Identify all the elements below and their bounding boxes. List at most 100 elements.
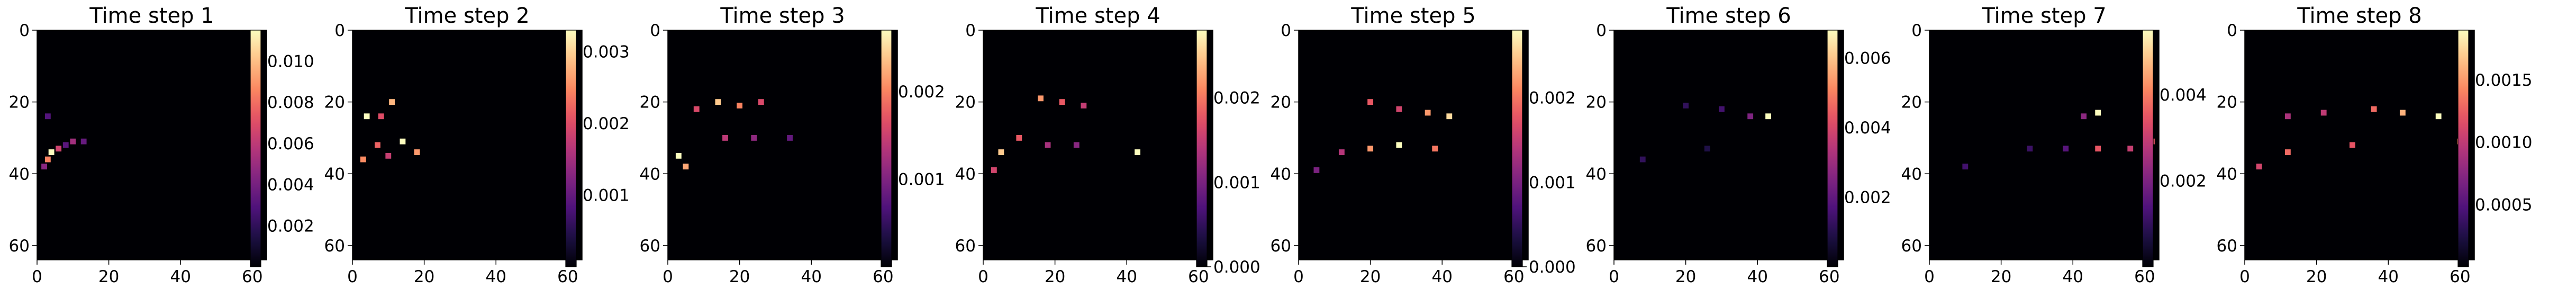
x-tick-label: 20 <box>1991 267 2011 286</box>
heatmap-cell-1 <box>48 149 55 155</box>
colorbar-tick-label: 0.001 <box>583 186 630 205</box>
heatmap-cell-1 <box>364 113 370 120</box>
heatmap-cell-4 <box>1683 102 1689 109</box>
panel-title: Time step 6 <box>1666 4 1791 28</box>
heatmap-cell-2 <box>1747 113 1754 120</box>
heatmap-cell-3 <box>56 146 62 152</box>
y-tick-label: 60 <box>955 237 976 256</box>
heatmap-cell-7 <box>2284 149 2291 155</box>
panel-title: Time step 7 <box>1981 4 2106 28</box>
heatmap-cell-7 <box>722 135 728 141</box>
heatmap-cell-5 <box>2320 110 2327 116</box>
heatmap-cell-1 <box>715 99 721 105</box>
heatmap-cell-2 <box>1396 106 1402 112</box>
heatmap-image <box>352 30 582 260</box>
colorbar-tick-label: 0.000 <box>1213 258 1260 277</box>
y-tick-label: 0 <box>1281 21 1291 40</box>
heatmap-cell-2 <box>44 156 51 162</box>
colorbar-tick-label: 0.0015 <box>2475 71 2532 90</box>
y-tick-label: 60 <box>2217 237 2237 256</box>
y-tick-label: 20 <box>1901 93 1922 112</box>
panel-title: Time step 5 <box>1350 4 1475 28</box>
x-tick-label: 60 <box>2134 267 2155 286</box>
heatmap-cell-7 <box>1073 142 1080 148</box>
colorbar-tick-label: 0.001 <box>1213 173 1260 192</box>
axes-frame <box>983 30 1213 260</box>
colorbar <box>1511 30 1523 267</box>
heatmap-cell-4 <box>675 152 682 159</box>
y-tick-label: 20 <box>9 93 30 112</box>
colorbar-tick-label: 0.010 <box>267 52 314 71</box>
y-tick-label: 40 <box>1901 165 1922 184</box>
heatmap-cell-9 <box>787 135 793 141</box>
y-tick-label: 40 <box>1586 165 1607 184</box>
y-tick-label: 40 <box>324 165 345 184</box>
heatmap-cell-1 <box>2095 110 2101 116</box>
heatmap-cell-3 <box>1719 106 1725 112</box>
x-tick-label: 20 <box>1675 267 1696 286</box>
heatmap-image <box>1299 30 1528 260</box>
axes-frame <box>1929 30 2160 260</box>
colorbar <box>2457 30 2469 267</box>
y-tick-label: 20 <box>1586 93 1607 112</box>
colorbar-tick-label: 0.000 <box>1529 258 1576 277</box>
heatmap-cell-7 <box>2027 146 2033 152</box>
x-tick-label: 20 <box>2306 267 2327 286</box>
y-tick-label: 0 <box>2227 21 2237 40</box>
y-tick-label: 0 <box>650 21 660 40</box>
x-tick-label: 20 <box>414 267 434 286</box>
heatmap-cell-8 <box>1135 149 1141 155</box>
colorbar-tick-label: 0.002 <box>898 83 945 102</box>
x-tick-label: 40 <box>2378 267 2399 286</box>
heatmap-cell-6 <box>2350 142 2355 148</box>
y-tick-label: 60 <box>324 237 345 256</box>
heatmap-cell-9 <box>991 167 997 173</box>
heatmap-image <box>668 30 897 260</box>
y-tick-label: 20 <box>1271 93 1291 112</box>
x-tick-label: 20 <box>98 267 119 286</box>
x-tick-label: 40 <box>486 267 506 286</box>
y-tick-label: 20 <box>2217 93 2237 112</box>
heatmap-cell-8 <box>62 142 69 148</box>
colorbar-tick-label: 0.008 <box>267 93 314 112</box>
y-tick-label: 40 <box>955 165 976 184</box>
colorbar-tick-label: 0.006 <box>1844 49 1891 68</box>
colorbar <box>565 30 577 267</box>
heatmap-panel-8: Time step 80 20 40 6002040600.00050.00100.0… <box>2217 4 2533 286</box>
y-tick-label: 60 <box>9 237 30 256</box>
heatmap-cell-1 <box>1038 95 1044 102</box>
heatmap-cell-4 <box>2127 146 2134 152</box>
y-tick-label: 0 <box>334 21 345 40</box>
axes-frame <box>2244 30 2475 260</box>
heatmap-cell-6 <box>1045 142 1051 148</box>
y-tick-label: 0 <box>1596 21 1607 40</box>
x-tick-label: 0 <box>2239 267 2250 286</box>
colorbar-tick-label: 0.004 <box>2160 86 2207 105</box>
colorbar-tick-label: 0.0005 <box>2475 195 2532 214</box>
heatmap-cell-5 <box>1016 135 1022 141</box>
heatmap-cell-8 <box>751 135 757 141</box>
x-tick-label: 20 <box>1045 267 1065 286</box>
y-tick-label: 20 <box>324 93 345 112</box>
colorbar <box>1827 30 1838 267</box>
x-tick-label: 0 <box>1293 267 1304 286</box>
colorbar-tick-label: 0.002 <box>267 216 314 236</box>
heatmap-cell-6 <box>80 138 87 145</box>
heatmap-cell-6 <box>1704 146 1710 152</box>
colorbar-tick-label: 0.001 <box>898 170 945 189</box>
heatmap-image <box>1929 30 2159 260</box>
x-tick-label: 60 <box>873 267 893 286</box>
x-tick-label: 60 <box>1188 267 1209 286</box>
x-tick-label: 40 <box>801 267 822 286</box>
heatmap-cell-2 <box>737 102 743 109</box>
heatmap-panel-1: Time step 10 20 40 6002040600.0020.0040.006… <box>9 4 314 286</box>
heatmap-cell-2 <box>2399 110 2406 116</box>
x-tick-label: 40 <box>1747 267 1768 286</box>
heatmap-cell-9 <box>1313 167 1320 173</box>
heatmap-cell-6 <box>2063 146 2069 152</box>
